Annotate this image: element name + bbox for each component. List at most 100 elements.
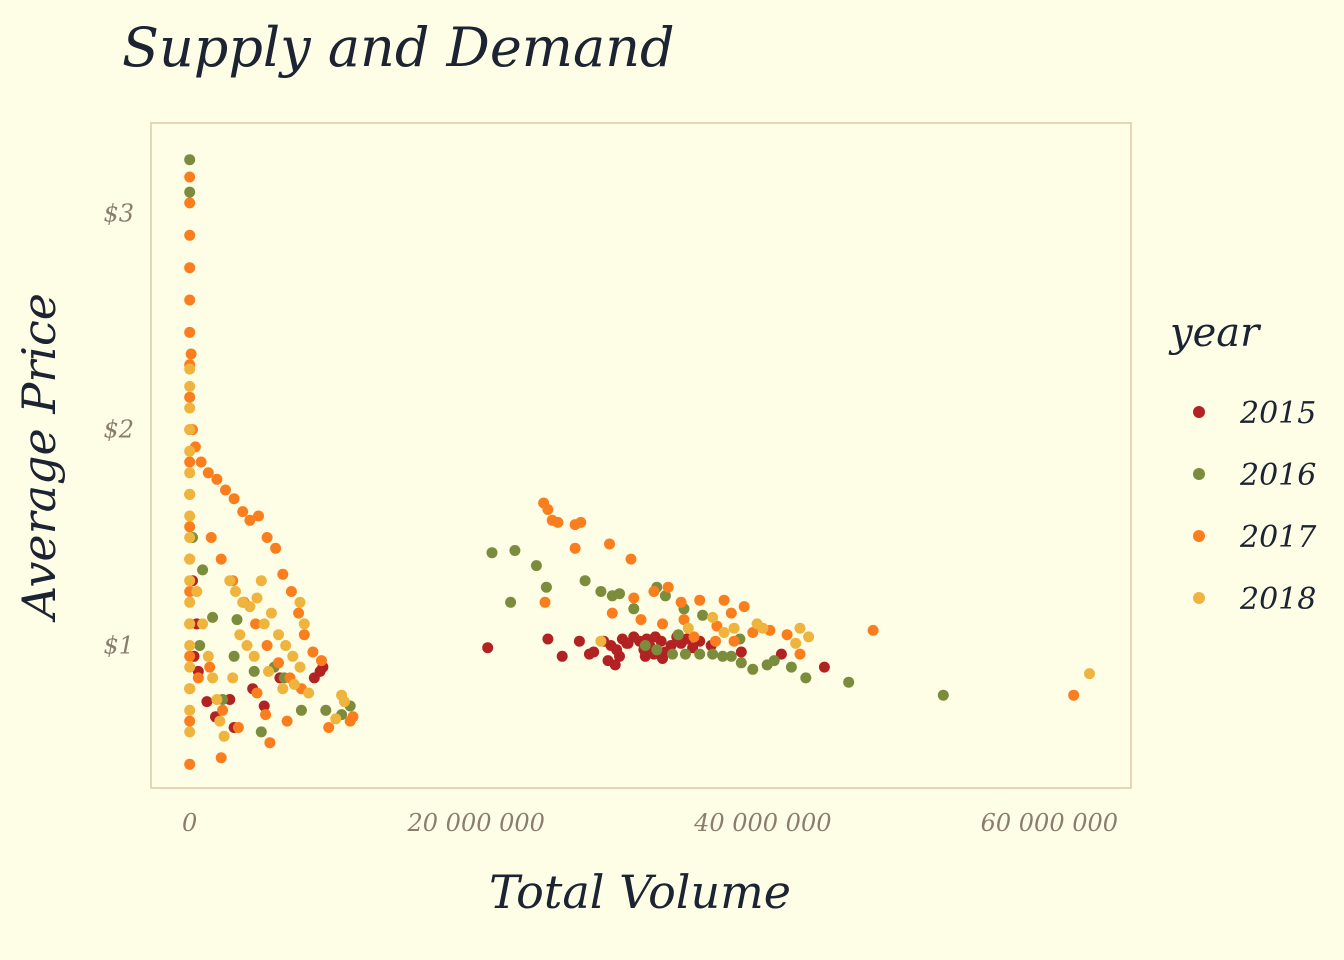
data-point-2018 bbox=[184, 402, 196, 414]
data-point-2016 bbox=[697, 609, 709, 621]
data-point-2018 bbox=[728, 622, 740, 634]
x-axis-tick-labels: 0 20 000 000 40 000 000 60 000 000 bbox=[182, 809, 1118, 837]
x-tick-label: 40 000 000 bbox=[693, 809, 831, 837]
data-point-2017 bbox=[184, 197, 196, 209]
data-point-2015 bbox=[482, 642, 494, 654]
x-tick-label: 0 bbox=[182, 809, 197, 837]
data-point-2018 bbox=[184, 445, 196, 457]
data-point-2017 bbox=[211, 473, 223, 485]
data-point-2017 bbox=[184, 715, 196, 727]
data-point-2016 bbox=[595, 586, 607, 597]
data-point-2017 bbox=[298, 629, 310, 641]
data-point-2016 bbox=[725, 650, 737, 662]
data-point-2017 bbox=[738, 601, 750, 613]
data-point-2017 bbox=[794, 648, 806, 660]
data-point-2018 bbox=[224, 575, 236, 587]
data-point-2017 bbox=[184, 758, 196, 770]
scatter-points bbox=[184, 154, 1095, 770]
legend-label-2015: 2015 bbox=[1239, 396, 1316, 431]
data-point-2015 bbox=[818, 661, 830, 673]
data-point-2018 bbox=[803, 631, 815, 643]
data-point-2017 bbox=[635, 614, 647, 626]
data-point-2017 bbox=[628, 592, 640, 604]
legend-key-2016 bbox=[1193, 468, 1205, 480]
data-point-2017 bbox=[215, 553, 227, 565]
data-point-2016 bbox=[248, 665, 260, 677]
data-point-2018 bbox=[244, 601, 256, 613]
data-point-2016 bbox=[639, 640, 651, 651]
data-point-2016 bbox=[679, 648, 691, 660]
data-point-2018 bbox=[277, 683, 289, 695]
y-axis-tick-labels: $1 $2 $3 bbox=[103, 200, 134, 660]
data-point-2016 bbox=[540, 581, 552, 593]
data-point-2017 bbox=[625, 553, 637, 565]
data-point-2018 bbox=[265, 607, 277, 619]
data-point-2018 bbox=[184, 640, 196, 651]
data-point-2016 bbox=[735, 657, 747, 669]
data-point-2017 bbox=[539, 596, 551, 608]
data-point-2018 bbox=[211, 694, 223, 705]
legend-items: 2015 2016 2017 2018 bbox=[1193, 396, 1317, 617]
data-point-2017 bbox=[307, 646, 319, 658]
data-point-2017 bbox=[184, 650, 196, 662]
data-point-2017 bbox=[184, 456, 196, 468]
data-point-2018 bbox=[263, 665, 274, 677]
data-point-2016 bbox=[717, 650, 729, 662]
data-point-2017 bbox=[204, 661, 216, 673]
y-tick-label: $1 bbox=[103, 632, 134, 660]
data-point-2018 bbox=[218, 730, 230, 742]
data-point-2017 bbox=[184, 294, 196, 306]
data-point-2017 bbox=[215, 752, 227, 764]
data-point-2018 bbox=[207, 672, 219, 684]
data-point-2016 bbox=[800, 672, 812, 684]
data-point-2015 bbox=[614, 650, 625, 662]
data-point-2018 bbox=[298, 618, 310, 630]
data-point-2017 bbox=[1068, 689, 1080, 701]
data-point-2017 bbox=[718, 594, 730, 606]
data-point-2017 bbox=[710, 635, 721, 647]
data-point-2015 bbox=[687, 642, 699, 654]
data-point-2018 bbox=[184, 704, 196, 716]
data-point-2016 bbox=[505, 596, 517, 608]
data-point-2016 bbox=[672, 629, 684, 641]
data-point-2017 bbox=[867, 624, 879, 636]
data-point-2018 bbox=[287, 650, 299, 662]
data-point-2017 bbox=[253, 510, 264, 522]
data-point-2015 bbox=[621, 637, 633, 649]
data-point-2017 bbox=[648, 586, 660, 597]
data-point-2016 bbox=[295, 704, 307, 716]
data-point-2018 bbox=[234, 629, 246, 641]
data-point-2017 bbox=[604, 538, 615, 550]
data-point-2018 bbox=[191, 586, 203, 597]
legend-key-2015 bbox=[1193, 406, 1205, 418]
data-point-2016 bbox=[255, 726, 267, 738]
data-point-2016 bbox=[530, 560, 542, 572]
data-point-2016 bbox=[768, 655, 780, 667]
data-point-2016 bbox=[320, 704, 332, 716]
data-point-2017 bbox=[217, 704, 229, 716]
data-point-2016 bbox=[628, 603, 640, 615]
data-point-2015 bbox=[583, 648, 595, 660]
data-point-2017 bbox=[184, 229, 196, 241]
data-point-2018 bbox=[248, 650, 260, 662]
data-point-2018 bbox=[184, 532, 196, 543]
data-point-2016 bbox=[579, 575, 591, 587]
data-point-2018 bbox=[303, 687, 315, 699]
data-point-2017 bbox=[251, 687, 263, 699]
data-point-2017 bbox=[606, 607, 618, 619]
data-point-2018 bbox=[184, 488, 196, 500]
data-point-2017 bbox=[237, 506, 249, 518]
data-point-2018 bbox=[202, 650, 214, 662]
data-point-2018 bbox=[718, 627, 730, 638]
data-point-2016 bbox=[194, 640, 206, 651]
data-point-2015 bbox=[735, 646, 747, 658]
data-point-2017 bbox=[293, 607, 305, 619]
data-point-2017 bbox=[688, 631, 700, 643]
data-point-2017 bbox=[184, 521, 196, 533]
x-tick-label: 60 000 000 bbox=[981, 809, 1118, 837]
data-point-2018 bbox=[595, 635, 607, 647]
data-point-2017 bbox=[552, 516, 564, 528]
data-point-2017 bbox=[228, 493, 240, 505]
legend-title: year bbox=[1168, 310, 1262, 356]
data-point-2015 bbox=[609, 659, 621, 671]
